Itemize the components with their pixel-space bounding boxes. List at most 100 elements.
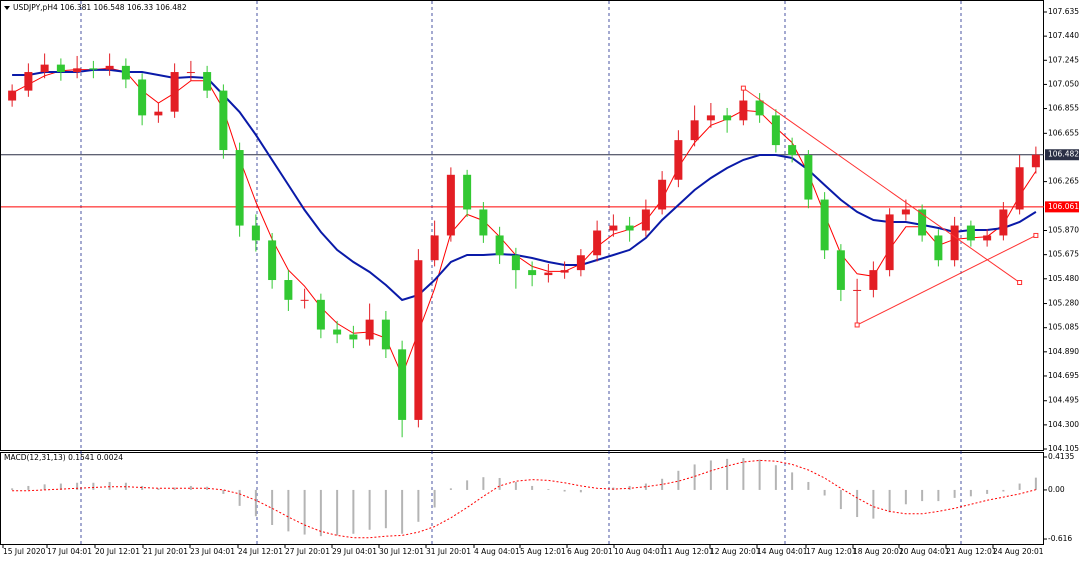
chart-title: USDJPY,pH4 106.381 106.548 106.33 106.48…: [13, 3, 187, 12]
x-tick-label: 20 Aug 04:01: [899, 547, 950, 556]
y-tick-label: 107.635: [1048, 7, 1079, 16]
candle-body: [170, 72, 179, 112]
y-tick-label: 104.300: [1048, 420, 1079, 429]
x-tick-label: 31 Jul 20:01: [426, 547, 471, 556]
candle-body: [934, 235, 943, 261]
candle-body: [381, 319, 390, 350]
candle-body: [463, 174, 472, 210]
candle-body: [511, 255, 520, 271]
price-label: 106.061: [1048, 202, 1079, 211]
x-tick-label: 15 Jul 2020: [3, 547, 46, 556]
candle-body: [219, 90, 228, 151]
y-tick-label: 107.440: [1048, 31, 1079, 40]
price-label-box: [1045, 201, 1079, 213]
x-tick-label: 24 Jul 12:01: [238, 547, 283, 556]
macd-title: MACD(12,31,13) 0.1541 0.0024: [4, 453, 123, 462]
macd-panel-frame: [0, 452, 1044, 545]
y-tick-label: 105.280: [1048, 299, 1079, 308]
menu-arrow[interactable]: [4, 6, 10, 10]
candle-body: [300, 299, 309, 301]
candle-body: [966, 225, 975, 241]
x-tick-label: 20 Jul 12:01: [95, 547, 140, 556]
open-value: 106.381: [60, 3, 91, 12]
candle-body: [609, 225, 618, 231]
y-tick-label: 106.265: [1048, 177, 1079, 186]
macd-y-tick-label: 0.4135: [1048, 452, 1074, 461]
main-panel-frame: [0, 0, 1044, 451]
x-tick-label: 10 Aug 04:01: [614, 547, 665, 556]
candle-body: [836, 250, 845, 290]
trend-anchor: [1017, 280, 1023, 286]
candle-body: [8, 90, 17, 101]
x-tick-label: 12 Aug 20:01: [710, 547, 761, 556]
candle-body: [1015, 167, 1024, 210]
y-tick-label: 107.050: [1048, 79, 1079, 88]
candle-body: [674, 140, 683, 180]
candle-body: [999, 209, 1008, 236]
moving-average: [12, 68, 1037, 302]
x-tick-label: 23 Jul 04:01: [190, 547, 235, 556]
y-tick-label: 105.085: [1048, 323, 1079, 332]
candle-body: [89, 68, 98, 70]
candle-body: [771, 115, 780, 146]
y-tick-label: 104.105: [1048, 444, 1079, 453]
candle-body: [723, 115, 732, 121]
candle-body: [446, 174, 455, 236]
candle-body: [138, 79, 147, 116]
candle-body: [349, 334, 358, 340]
candle-body: [820, 199, 829, 251]
candle-body: [788, 145, 797, 155]
y-tick-label: 107.245: [1048, 55, 1079, 64]
x-tick-label: 14 Aug 04:01: [757, 547, 808, 556]
candle-body: [950, 225, 959, 261]
x-tick-label: 29 Jul 04:01: [332, 547, 377, 556]
candle-body: [56, 64, 65, 73]
signal-value: 0.0024: [97, 453, 123, 462]
candle-body: [576, 255, 585, 271]
y-tick-label: 106.855: [1048, 104, 1079, 113]
x-tick-label: 17 Jul 04:01: [47, 547, 92, 556]
candle-body: [625, 225, 634, 231]
x-tick-label: 27 Jul 20:01: [285, 547, 330, 556]
macd-y-tick-label: -0.616: [1048, 534, 1072, 543]
candle-body: [495, 235, 504, 256]
candle-body: [901, 209, 910, 215]
y-tick-label: 105.675: [1048, 250, 1079, 259]
candle-body: [235, 150, 244, 226]
macd-y-tick-label: 0.00: [1048, 485, 1065, 494]
x-tick-label: 4 Aug 04:01: [474, 547, 520, 556]
y-tick-label: 105.870: [1048, 226, 1079, 235]
candle-body: [755, 100, 764, 116]
candle-body: [398, 349, 407, 420]
x-tick-label: 5 Aug 12:01: [520, 547, 566, 556]
macd-name: MACD(12,31,13): [4, 453, 66, 462]
x-tick-label: 21 Jul 20:01: [143, 547, 188, 556]
candle-body: [73, 68, 82, 73]
candle-body: [706, 115, 715, 121]
candle-body: [284, 280, 293, 300]
y-tick-label: 106.655: [1048, 128, 1079, 137]
candle-body: [560, 270, 569, 273]
trend-line: [743, 87, 1020, 283]
candle-body: [365, 319, 374, 340]
x-tick-label: 17 Aug 12:01: [806, 547, 857, 556]
x-tick-label: 6 Aug 20:01: [567, 547, 613, 556]
moving-average: [11, 67, 1037, 377]
candle-body: [333, 329, 342, 335]
close-value: 106.482: [156, 3, 187, 12]
trend-anchor: [854, 322, 860, 328]
low-value: 106.33: [127, 3, 153, 12]
candle-body: [1031, 154, 1040, 168]
candle-body: [40, 64, 49, 73]
high-value: 106.548: [94, 3, 125, 12]
x-tick-label: 30 Jul 12:01: [379, 547, 424, 556]
trend-anchor: [740, 85, 746, 91]
candle-body: [853, 289, 862, 291]
candle-body: [804, 154, 813, 200]
trend-line: [856, 235, 1037, 326]
price-label-box: [1045, 149, 1079, 161]
candle-body: [203, 72, 212, 91]
